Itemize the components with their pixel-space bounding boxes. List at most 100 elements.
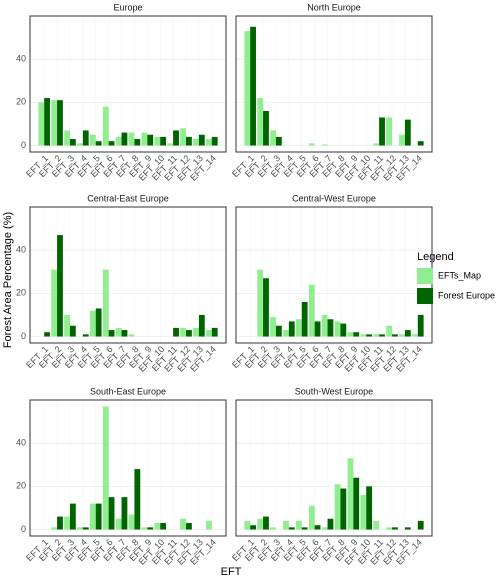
bar (173, 130, 179, 146)
bar (134, 469, 141, 530)
bar (64, 314, 70, 337)
bar (353, 477, 360, 530)
bar (373, 143, 380, 146)
bar (412, 334, 418, 337)
bar (121, 497, 128, 530)
x-axis-label: EFT (221, 566, 242, 578)
bar (44, 332, 50, 337)
bar (211, 136, 218, 146)
bar (308, 505, 315, 530)
bar (392, 527, 398, 530)
bar (275, 136, 282, 146)
legend-swatch (417, 268, 433, 284)
bar (321, 527, 328, 530)
bar (347, 332, 354, 337)
bar (206, 330, 212, 337)
bar (115, 518, 122, 530)
y-axis-label: Forest Area Percentage (%) (2, 212, 14, 348)
bar (51, 100, 58, 146)
bar (82, 334, 89, 337)
bar (417, 314, 424, 337)
panel-border (29, 15, 227, 153)
bar (334, 484, 341, 530)
panel-border (29, 399, 227, 537)
panel-title: North Europe (307, 2, 361, 12)
bar (404, 119, 411, 146)
bar (64, 516, 70, 530)
bar (399, 334, 405, 337)
y-tick-label: 40 (16, 245, 26, 255)
bar (167, 143, 174, 146)
bar (263, 110, 269, 146)
bar (141, 527, 148, 530)
y-tick-label: 0 (21, 140, 26, 150)
bar (180, 327, 187, 337)
bar (308, 143, 315, 146)
bar (283, 330, 289, 337)
bar (38, 102, 45, 146)
bar (108, 141, 115, 146)
bar (386, 117, 393, 146)
bar (206, 520, 212, 530)
bar (115, 136, 122, 146)
bar (95, 141, 102, 146)
bar (134, 139, 141, 146)
bar (340, 488, 347, 530)
bar (108, 330, 115, 337)
bar (89, 503, 96, 530)
bar (257, 269, 264, 337)
bar (193, 139, 199, 146)
bar (64, 130, 70, 146)
bar (82, 527, 89, 530)
bar (82, 130, 89, 146)
bar (206, 139, 212, 146)
bar (392, 334, 398, 337)
bar (69, 503, 76, 530)
bar (386, 325, 393, 337)
bar (263, 516, 269, 530)
bar (69, 139, 76, 146)
bar (373, 334, 380, 337)
bar (417, 141, 424, 146)
bar (193, 327, 199, 337)
bar (347, 458, 354, 530)
panel-border (29, 206, 227, 344)
bar (44, 98, 50, 146)
bar (373, 520, 380, 530)
bar (95, 308, 102, 337)
bar (186, 523, 192, 530)
bar (141, 132, 148, 146)
bar (102, 269, 109, 337)
bar (321, 144, 328, 146)
bar (244, 31, 251, 146)
bar (379, 117, 385, 146)
bar (173, 327, 179, 337)
bar (102, 406, 109, 530)
bar (301, 301, 308, 337)
bar (51, 527, 58, 530)
bar (327, 319, 334, 337)
panel-title: Central-East Europe (87, 193, 169, 203)
y-tick-label: 0 (21, 524, 26, 534)
y-tick-label: 20 (16, 481, 26, 491)
bar (327, 518, 334, 530)
bar (321, 314, 328, 337)
bar (314, 525, 321, 530)
bar (295, 520, 302, 530)
bar (51, 269, 58, 337)
bar (69, 325, 76, 337)
bar (186, 330, 192, 337)
panel-title: South-East Europe (90, 386, 166, 396)
y-tick-label: 20 (16, 288, 26, 298)
bar (288, 321, 295, 337)
bar (154, 136, 161, 146)
bar (147, 527, 154, 530)
bar (57, 100, 63, 146)
bar (89, 134, 96, 146)
bar (198, 134, 205, 146)
bar (121, 330, 128, 337)
bar (270, 317, 276, 337)
bar (275, 325, 282, 337)
legend-label: Forest Europe (438, 290, 495, 300)
